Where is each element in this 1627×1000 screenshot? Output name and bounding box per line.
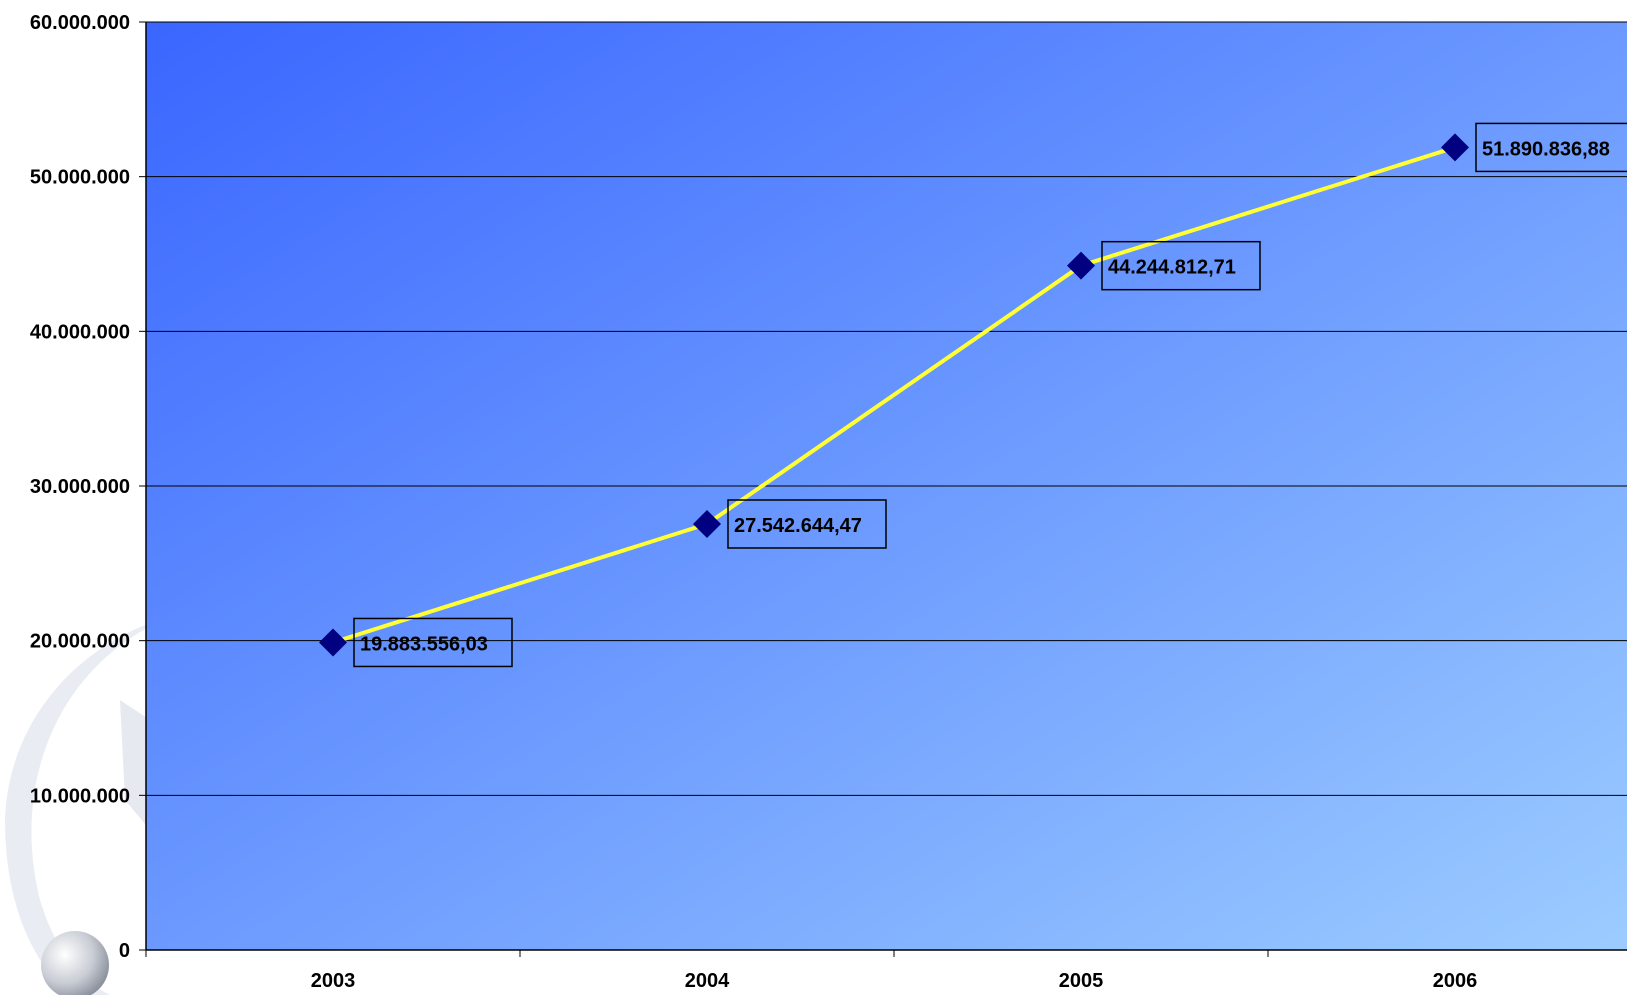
data-point-marker (693, 510, 721, 539)
x-axis-tick-labels: 2003 2004 2005 2006 (311, 970, 1478, 992)
series (319, 133, 1469, 657)
y-tick-label: 60.000.000 (30, 12, 130, 34)
y-axis-tick-labels: 0 10.000.000 20.000.000 30.000.000 40.000.00… (30, 12, 130, 962)
axes (139, 21, 1627, 957)
series-line (332, 145, 1456, 645)
data-label-box (1475, 122, 1627, 173)
gridlines (146, 21, 1627, 796)
x-tick-label: 2005 (1059, 970, 1104, 992)
data-labels: 19.883.556,03 27.542.644,47 44.244.812,71 5… (353, 122, 1627, 668)
data-point-marker (1067, 251, 1095, 280)
data-label: 19.883.556,03 (360, 633, 488, 655)
data-label: 27.542.644,47 (734, 515, 862, 537)
data-label-box (353, 617, 513, 668)
data-point-marker (319, 628, 347, 657)
x-tick-label: 2003 (311, 970, 356, 992)
data-label-box (727, 499, 887, 549)
watermark-decoration (5, 615, 175, 999)
y-tick-label: 40.000.000 (30, 321, 130, 343)
data-label: 51.890.836,88 (1482, 138, 1610, 160)
y-tick-label: 20.000.000 (30, 631, 130, 653)
x-tick-label: 2006 (1433, 970, 1478, 992)
data-label-box (1101, 240, 1261, 291)
y-tick-label: 30.000.000 (30, 476, 130, 498)
y-tick-label: 0 (119, 940, 130, 962)
data-label: 44.244.812,71 (1108, 257, 1236, 279)
x-tick-label: 2004 (685, 970, 730, 992)
y-tick-label: 10.000.000 (30, 785, 130, 807)
data-point-marker (1441, 133, 1469, 162)
y-tick-label: 50.000.000 (30, 167, 130, 189)
